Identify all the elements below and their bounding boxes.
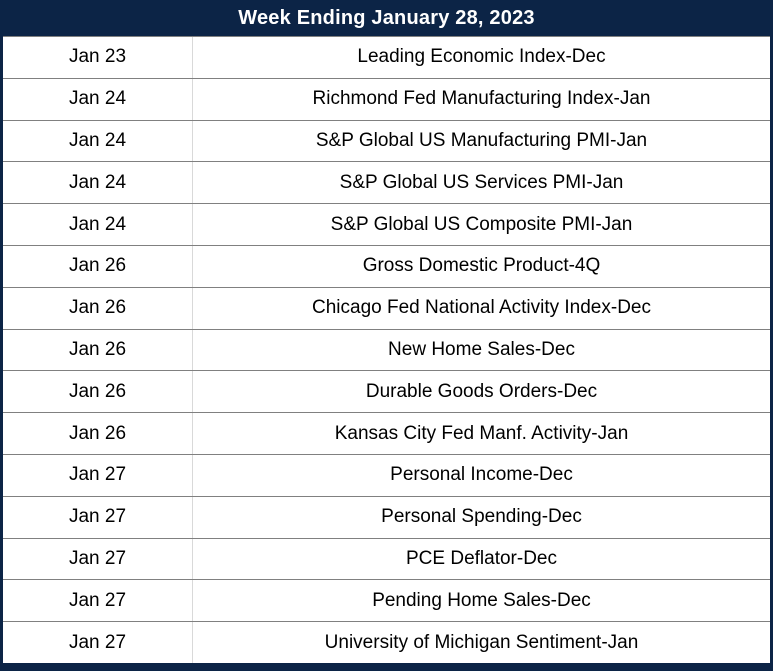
date-cell: Jan 24 [3,120,193,162]
table-row: Jan 26 Durable Goods Orders-Dec [3,370,770,413]
date-cell: Jan 27 [3,622,193,663]
table-row: Jan 27 Pending Home Sales-Dec [3,579,770,622]
date-cell: Jan 27 [3,580,193,622]
event-cell: Pending Home Sales-Dec [372,589,591,611]
date-cell: Jan 26 [3,245,193,287]
date-cell: Jan 23 [3,37,193,78]
event-cell: Richmond Fed Manufacturing Index-Jan [312,88,651,110]
event-cell: Chicago Fed National Activity Index-Dec [312,297,651,319]
event-cell: New Home Sales-Dec [388,338,575,360]
date-cell: Jan 27 [3,496,193,538]
table-row: Jan 26 Kansas City Fed Manf. Activity-Ja… [3,412,770,454]
table-row: Jan 26 New Home Sales-Dec [3,328,770,371]
table-row: Jan 26 Chicago Fed National Activity Ind… [3,286,770,329]
date-cell: Jan 27 [3,454,193,496]
event-cell: S&P Global US Composite PMI-Jan [330,213,633,235]
date-cell: Jan 26 [3,371,193,413]
event-cell: Kansas City Fed Manf. Activity-Jan [334,422,629,444]
date-cell: Jan 24 [3,78,193,120]
date-cell: Jan 24 [3,162,193,204]
event-cell: Personal Income-Dec [390,464,573,486]
event-cell: University of Michigan Sentiment-Jan [324,631,639,653]
table-row: Jan 24 S&P Global US Services PMI-Jan [3,161,770,204]
event-cell: Durable Goods Orders-Dec [365,380,598,402]
date-cell: Jan 24 [3,204,193,245]
table-row: Jan 23 Leading Economic Index-Dec [3,36,770,78]
table-title: Week Ending January 28, 2023 [3,0,770,36]
table-row: Jan 24 S&P Global US Manufacturing PMI-J… [3,119,770,162]
table-row: Jan 24 Richmond Fed Manufacturing Index-… [3,77,770,120]
table-row: Jan 27 Personal Spending-Dec [3,495,770,538]
event-cell: PCE Deflator-Dec [406,547,557,569]
date-cell: Jan 26 [3,413,193,454]
event-cell: Personal Spending-Dec [381,506,582,528]
table-body: Jan 23 Leading Economic Index-Dec Jan 24… [3,36,770,663]
table-row: Jan 27 Personal Income-Dec [3,453,770,496]
event-cell: Gross Domestic Product-4Q [362,255,601,277]
table-row: Jan 27 PCE Deflator-Dec [3,537,770,580]
date-cell: Jan 27 [3,538,193,580]
event-cell: Leading Economic Index-Dec [357,46,606,68]
event-cell: S&P Global US Manufacturing PMI-Jan [315,129,648,151]
event-cell: S&P Global US Services PMI-Jan [339,171,624,193]
table-row: Jan 24 S&P Global US Composite PMI-Jan [3,203,770,245]
table-row: Jan 26 Gross Domestic Product-4Q [3,244,770,287]
date-cell: Jan 26 [3,329,193,371]
date-cell: Jan 26 [3,287,193,329]
table-row: Jan 27 University of Michigan Sentiment-… [3,621,770,663]
